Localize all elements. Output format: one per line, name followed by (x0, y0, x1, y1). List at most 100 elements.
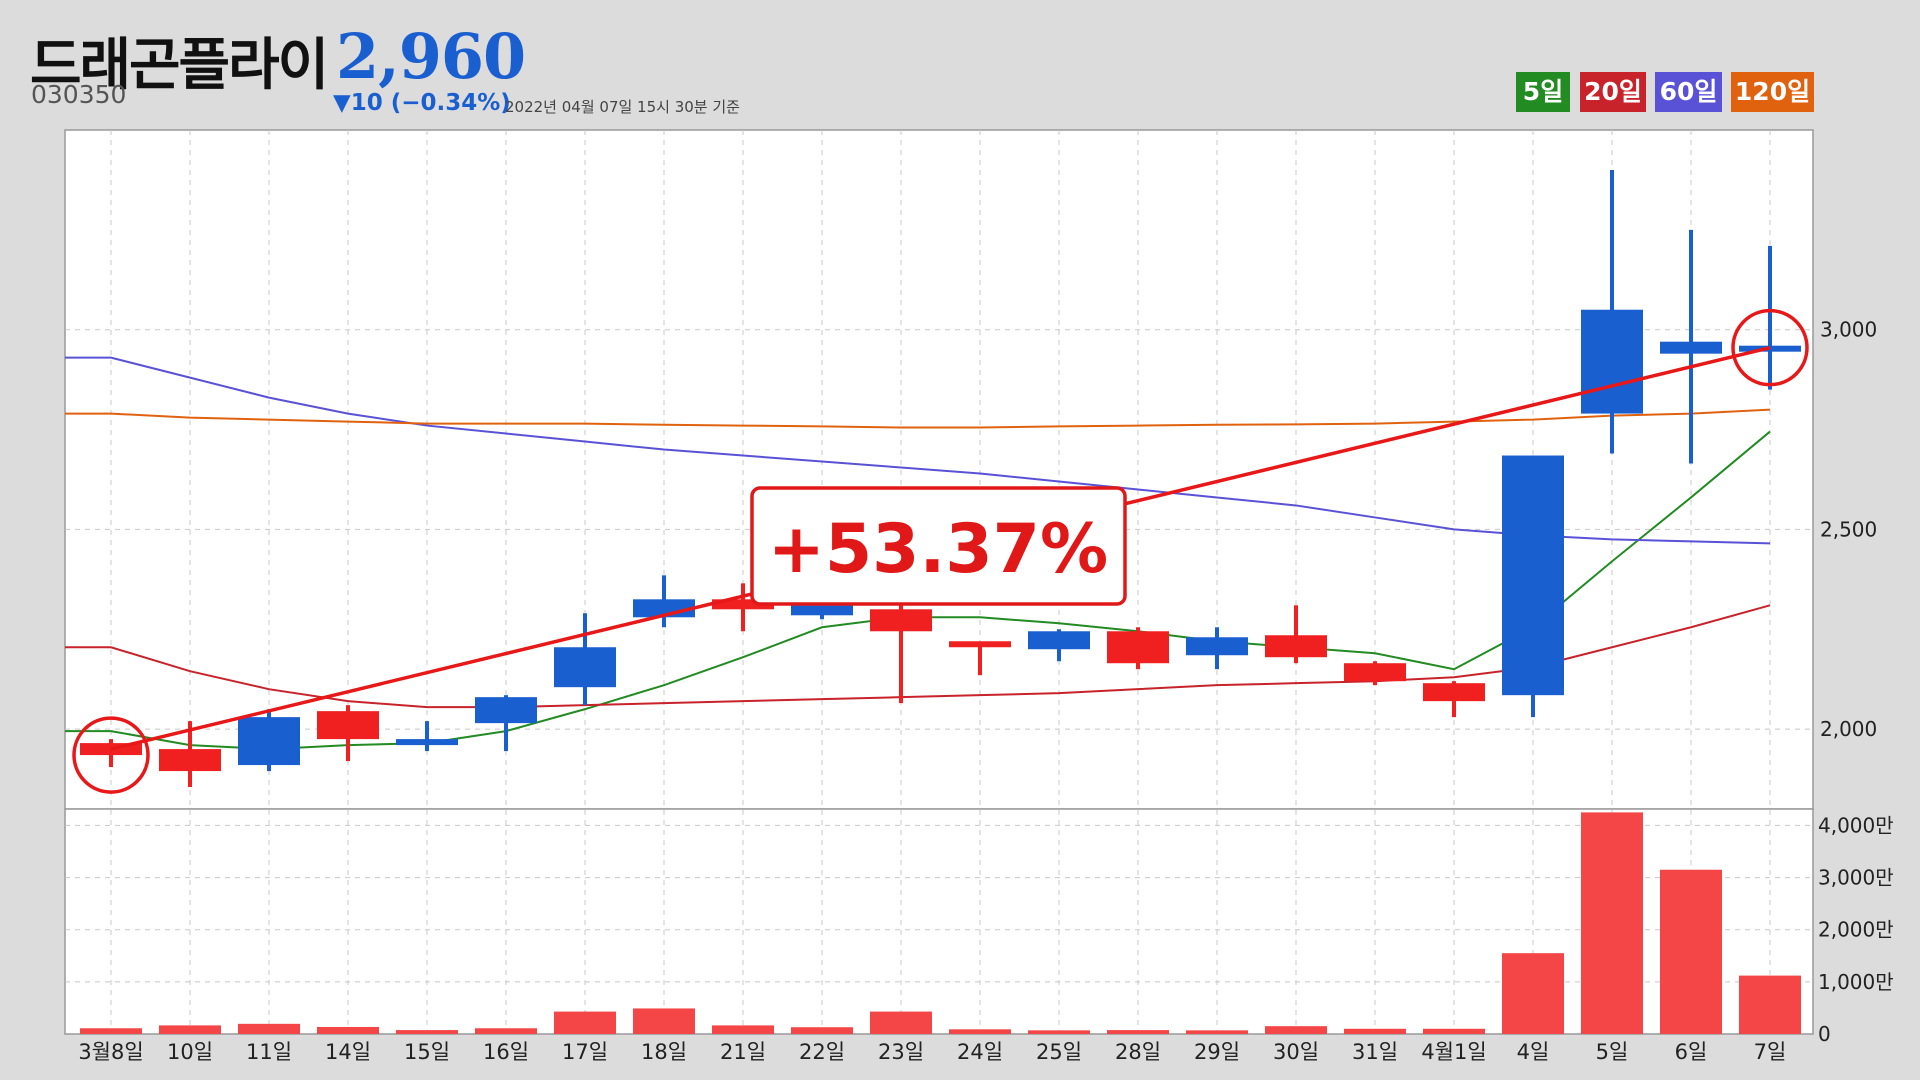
candle-body (396, 739, 458, 746)
volume-bar (396, 1030, 458, 1034)
x-tick-label: 28일 (1115, 1040, 1161, 1064)
price-tick-label: 2,500 (1820, 517, 1877, 541)
candle (870, 595, 932, 704)
candle (1502, 455, 1564, 718)
candle (1423, 681, 1485, 718)
x-tick-label: 3월8일 (78, 1040, 143, 1064)
volume-bar (317, 1026, 379, 1034)
volume-bar (791, 1027, 853, 1034)
x-tick-label: 18일 (641, 1040, 687, 1064)
ma-120-button[interactable]: 120일 (1731, 72, 1814, 112)
x-tick-label: 6일 (1675, 1040, 1708, 1064)
x-tick-label: 4일 (1517, 1040, 1550, 1064)
candle (1028, 629, 1090, 662)
candle (1186, 627, 1248, 670)
candle-body (1265, 635, 1327, 658)
ma-line-60일 (65, 356, 1771, 545)
candle-body (554, 647, 616, 688)
price-tick-label: 3,000 (1820, 318, 1877, 342)
x-tick-label: 16일 (483, 1040, 529, 1064)
candle (1107, 627, 1169, 670)
x-tick-label: 5일 (1596, 1040, 1629, 1064)
candle (159, 721, 221, 788)
candle (238, 709, 300, 772)
volume-bar (1739, 975, 1801, 1034)
volume-tick-label: 3,000만 (1818, 866, 1894, 890)
x-tick-label: 4월1일 (1421, 1040, 1486, 1064)
x-tick-label: 31일 (1352, 1040, 1398, 1064)
candle (554, 613, 616, 706)
current-price: 2,960 (336, 20, 526, 93)
volume-bar (1502, 953, 1564, 1034)
candle-body (791, 605, 853, 616)
candle-body (238, 717, 300, 766)
x-tick-label: 11일 (246, 1040, 292, 1064)
candle-body (949, 641, 1011, 648)
candle (1265, 605, 1327, 664)
candle-body (1186, 637, 1248, 656)
volume-tick-label: 2,000만 (1818, 918, 1894, 942)
stock-code: 030350 (31, 80, 127, 109)
candle-body (712, 599, 774, 610)
end-marker-circle (1731, 308, 1809, 387)
x-tick-label: 23일 (878, 1040, 924, 1064)
x-tick-label: 21일 (720, 1040, 766, 1064)
gain-annotation: +53.37% (750, 486, 1127, 606)
ma-line-120일 (65, 408, 1771, 429)
candle-body (1028, 631, 1090, 650)
volume-bar (159, 1025, 221, 1034)
volume-tick-label: 0 (1818, 1022, 1831, 1046)
candle-body (1107, 631, 1169, 664)
volume-tick-label: 4,000만 (1818, 813, 1894, 837)
ma-20-button[interactable]: 20일 (1580, 72, 1646, 112)
candle (1344, 661, 1406, 686)
volume-bar (475, 1028, 537, 1034)
ma-5-button[interactable]: 5일 (1516, 72, 1570, 112)
candle (949, 641, 1011, 676)
timestamp: 2022년 04월 07일 15시 30분 기준 (505, 98, 740, 116)
candle (475, 695, 537, 752)
candle (1660, 229, 1722, 464)
x-tick-label: 29일 (1194, 1040, 1240, 1064)
volume-bar (238, 1023, 300, 1034)
volume-bar (1344, 1028, 1406, 1034)
candle-body (1423, 683, 1485, 702)
candle (1581, 169, 1643, 454)
volume-bar (1660, 869, 1722, 1034)
volume-bar (949, 1029, 1011, 1034)
candle-body (1502, 455, 1564, 696)
ma-60-button[interactable]: 60일 (1655, 72, 1722, 112)
volume-bar (554, 1011, 616, 1034)
candle-body (870, 609, 932, 632)
price-tick-label: 2,000 (1820, 717, 1877, 741)
candle (317, 705, 379, 762)
volume-bar (870, 1011, 932, 1034)
candle-body (1581, 309, 1643, 414)
candle-body (1344, 663, 1406, 682)
x-tick-label: 14일 (325, 1040, 371, 1064)
x-tick-label: 22일 (799, 1040, 845, 1064)
candle-body (475, 697, 537, 724)
volume-bar (1423, 1028, 1485, 1034)
price-change: ▼10 (−0.34%) (333, 90, 511, 116)
candle-body (317, 711, 379, 740)
gain-percent-label: +53.37% (768, 510, 1108, 589)
volume-bar (1186, 1030, 1248, 1034)
stock-name: 드래곤플라이 (30, 33, 329, 98)
volume-bar (712, 1025, 774, 1034)
x-tick-label: 10일 (167, 1040, 213, 1064)
volume-bar (80, 1028, 142, 1034)
x-tick-label: 25일 (1036, 1040, 1082, 1064)
volume-tick-label: 1,000만 (1818, 970, 1894, 994)
candle (712, 583, 774, 632)
x-tick-label: 30일 (1273, 1040, 1319, 1064)
start-marker-circle (72, 716, 150, 794)
candle-body (159, 749, 221, 772)
volume-bar (1107, 1030, 1169, 1034)
candle-body (1660, 341, 1722, 354)
x-tick-label: 24일 (957, 1040, 1003, 1064)
x-tick-label: 17일 (562, 1040, 608, 1064)
volume-bar (1265, 1026, 1327, 1034)
